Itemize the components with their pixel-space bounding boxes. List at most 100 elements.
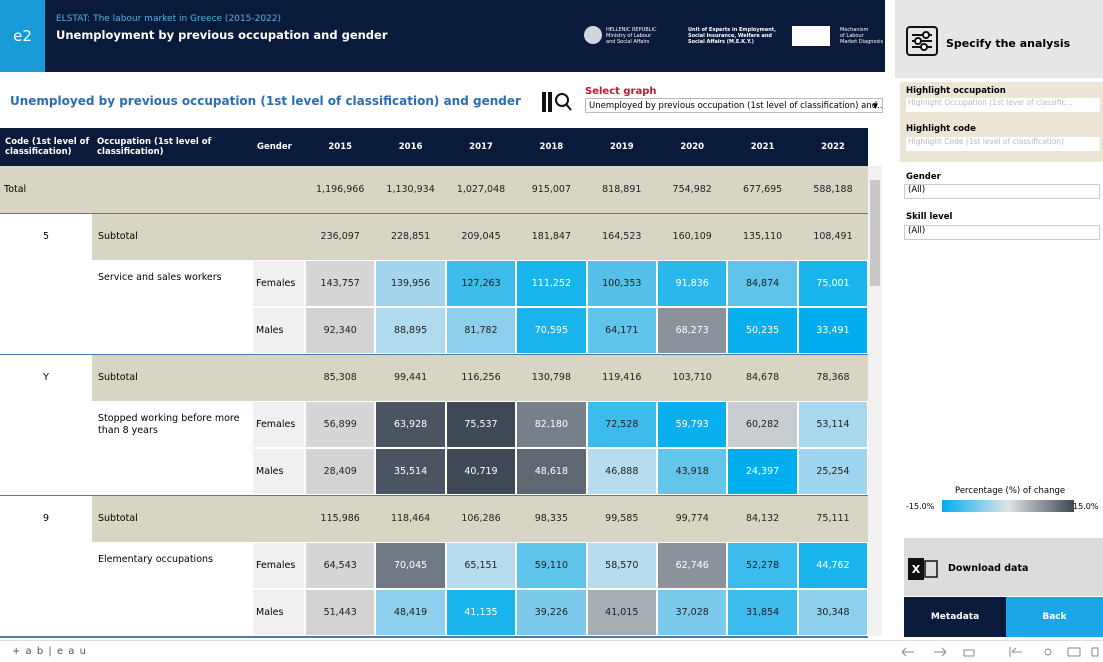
- heat-cell: [728, 261, 797, 306]
- value: 31,854: [745, 607, 780, 618]
- heat-cell: [658, 308, 727, 353]
- value: 115,986: [320, 513, 360, 524]
- value: 58,570: [605, 560, 639, 571]
- subtotal-label: Subtotal: [98, 231, 138, 242]
- heat-cell: [517, 543, 586, 588]
- heat-cell: [587, 402, 656, 447]
- value: 39,226: [534, 607, 568, 618]
- heat-cell: [376, 261, 445, 306]
- skill-dropdown[interactable]: (All): [904, 225, 1100, 240]
- side-title: Specify the analysis: [946, 37, 1071, 50]
- value: 44,762: [816, 560, 850, 571]
- logo-meky: Unit of Experts in Employment, Social Ins…: [688, 27, 776, 45]
- row-code: 5: [42, 231, 50, 242]
- gender: Males: [256, 466, 284, 477]
- gender-dropdown[interactable]: (All): [904, 184, 1100, 199]
- logo-line: Social Affairs (M.E.K.Y.): [688, 39, 754, 45]
- heat-cell: [376, 590, 445, 635]
- occupation: Stopped working before more than 8 years: [98, 413, 240, 436]
- logo-line: and Social Affairs: [606, 39, 650, 45]
- gender-cell: [253, 590, 304, 635]
- value: 160,109: [672, 231, 712, 242]
- occupation: Elementary occupations: [98, 554, 213, 565]
- heat-cell: [446, 543, 516, 588]
- value: 37,028: [675, 607, 709, 618]
- value: 143,757: [320, 278, 360, 289]
- logo-mechanism: Mechanism of Labour Market Diagnosis: [840, 27, 883, 45]
- heat-cell: [306, 449, 375, 494]
- value: 84,132: [745, 513, 780, 524]
- logo-line: Ministry of Labour: [606, 33, 652, 39]
- svg-text:X: X: [912, 563, 921, 576]
- value: 139,956: [390, 278, 431, 289]
- heat-cell: [798, 261, 868, 306]
- legend-title: Percentage (%) of change: [955, 486, 1066, 496]
- value: 70,595: [534, 325, 568, 336]
- separator: [0, 354, 868, 355]
- value: 84,678: [745, 372, 780, 383]
- logo-icon: [584, 26, 602, 44]
- metadata-button[interactable]: Metadata: [904, 597, 1006, 637]
- heat-cell: [798, 308, 868, 353]
- column-header: 2016: [398, 142, 423, 152]
- value: 181,847: [531, 231, 572, 242]
- value: 60,282: [745, 419, 780, 430]
- value: 118,464: [390, 513, 431, 524]
- value: 81,782: [464, 325, 498, 336]
- label: Gender: [906, 172, 941, 182]
- heat-cell: [517, 590, 586, 635]
- value: 99,774: [675, 513, 709, 524]
- value: 72,528: [605, 419, 639, 430]
- graph-dropdown[interactable]: Unemployed by previous occupation (1st l…: [585, 98, 883, 113]
- value: 119,416: [602, 372, 642, 383]
- value: 35,514: [393, 466, 428, 477]
- column-header: 2017: [469, 142, 493, 152]
- dropdown-arrow: ▼: [872, 101, 878, 110]
- back-button[interactable]: Back: [1006, 597, 1103, 637]
- value: 24,397: [745, 466, 780, 477]
- footer: [0, 640, 1103, 662]
- heat-cell: [587, 261, 656, 306]
- value: 818,891: [602, 184, 642, 195]
- toolbar-icons[interactable]: [900, 644, 1100, 660]
- heat-cell: [446, 590, 516, 635]
- gender-cell: [253, 308, 304, 353]
- value: 41,135: [464, 607, 498, 618]
- value: 51,443: [323, 607, 357, 618]
- column-header: 2020: [680, 142, 705, 152]
- logo-box: [792, 26, 830, 46]
- value: 82,180: [534, 419, 568, 430]
- total-row: [0, 166, 868, 213]
- value: 100,353: [602, 278, 642, 289]
- logo-line: Unit of Experts in Employment,: [688, 27, 777, 33]
- logo-line: of Labour: [840, 33, 864, 39]
- heat-cell: [798, 449, 868, 494]
- value: 64,543: [323, 560, 357, 571]
- heat-cell: [658, 543, 727, 588]
- value: 915,007: [531, 184, 572, 195]
- heat-cell: [376, 449, 445, 494]
- value: 25,254: [816, 466, 850, 477]
- legend-max: 15.0%: [1073, 502, 1099, 511]
- badge: e2: [0, 0, 45, 72]
- scroll-thumb[interactable]: [870, 180, 880, 286]
- value: 75,111: [816, 513, 850, 524]
- heat-cell: [306, 402, 375, 447]
- value: 59,793: [675, 419, 709, 430]
- value: 75,001: [816, 278, 850, 289]
- value: 53,114: [816, 419, 850, 430]
- logo-ministry: HELLENIC REPUBLIC Ministry of Labour and S…: [606, 27, 656, 45]
- search-input[interactable]: Highlight Code (1st level of classificat…: [906, 137, 1100, 151]
- occupation: Service and sales workers: [98, 272, 222, 283]
- column-header: 2015: [328, 142, 353, 152]
- gender-cell: [253, 543, 304, 588]
- value: 1,130,934: [386, 184, 435, 195]
- heat-cell: [728, 402, 797, 447]
- heat-cell: [728, 590, 797, 635]
- gender-cell: [253, 261, 304, 306]
- heat-cell: [658, 261, 727, 306]
- value: 28,409: [323, 466, 357, 477]
- value: 62,746: [675, 560, 709, 571]
- search-input[interactable]: Highlight Occupation (1st level of class…: [906, 98, 1100, 112]
